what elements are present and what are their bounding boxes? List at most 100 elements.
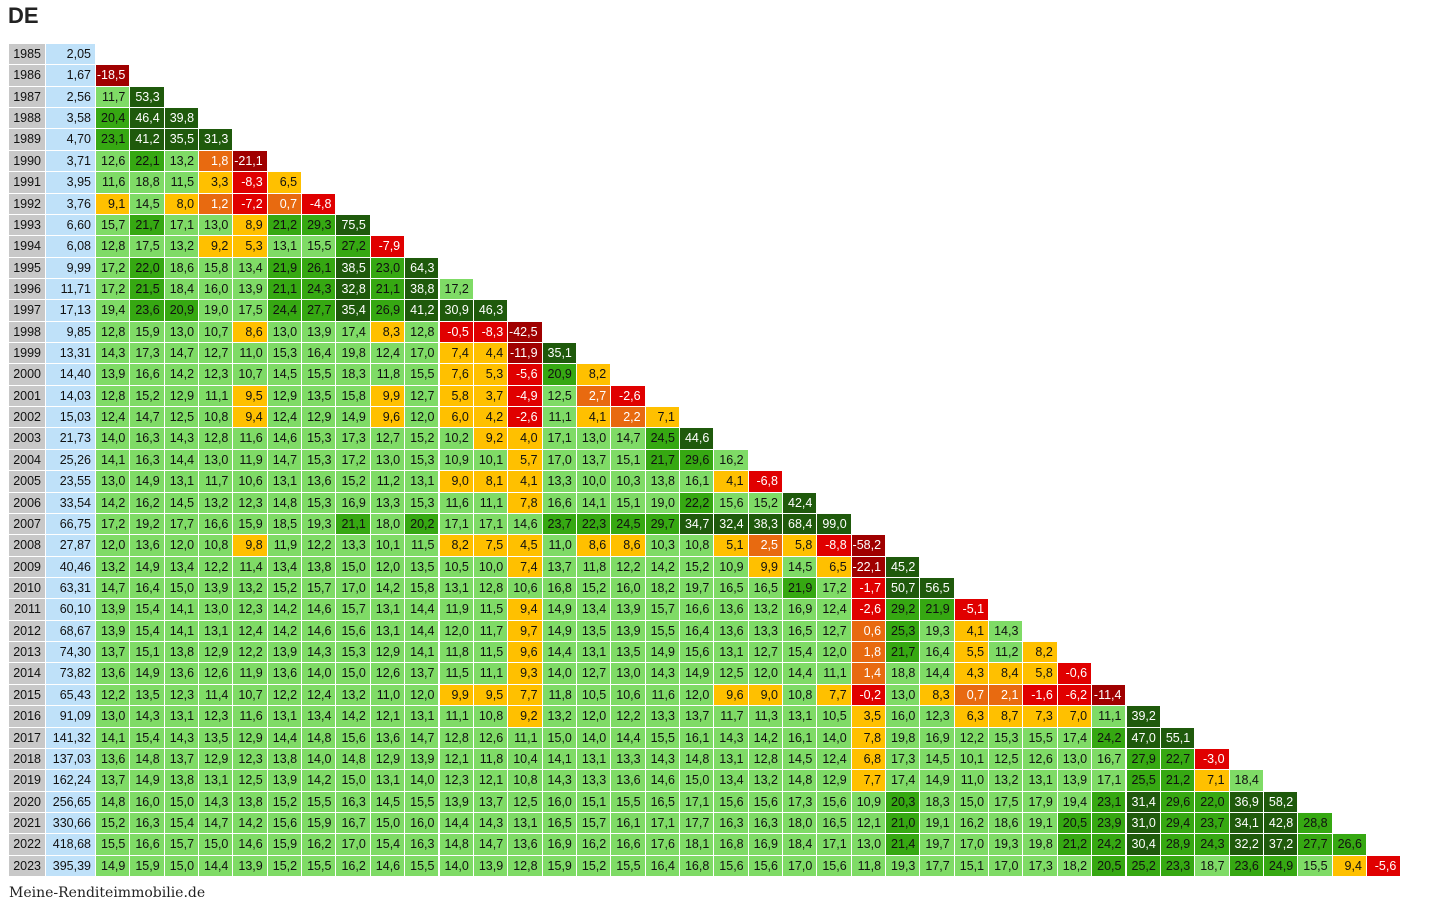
return-cell: 8,2 — [439, 535, 474, 557]
return-cell: 11,4 — [199, 684, 234, 707]
return-cell: 11,7 — [96, 86, 131, 109]
return-cell: 13,9 — [199, 578, 234, 600]
return-cell: 12,2 — [96, 684, 131, 707]
return-cell: -4,9 — [508, 385, 543, 408]
return-cell: 24,5 — [611, 513, 646, 536]
return-cell: 19,1 — [920, 812, 955, 835]
return-cell: 17,1 — [164, 214, 200, 237]
return-cell: 11,5 — [405, 535, 440, 557]
return-cell: 16,0 — [405, 812, 440, 835]
return-cell: 12,9 — [199, 642, 234, 664]
return-cell: 15,5 — [405, 855, 440, 878]
return-cell: 12,9 — [370, 748, 406, 771]
return-cell: 15,5 — [302, 855, 337, 878]
return-cell: 19,2 — [130, 513, 165, 536]
return-cell: 11,1 — [199, 385, 234, 408]
price-value: 3,76 — [46, 193, 96, 215]
year-label: 2006 — [9, 492, 46, 514]
return-cell: 12,7 — [370, 428, 406, 450]
return-cell: 12,2 — [611, 556, 646, 578]
return-cell: 10,8 — [783, 684, 818, 707]
return-cell: 15,3 — [336, 642, 371, 664]
return-cell: 14,5 — [783, 556, 818, 578]
price-value: 21,73 — [46, 428, 96, 450]
return-cell: 14,5 — [267, 364, 303, 386]
year-label: 2010 — [9, 578, 46, 600]
return-cell: 7,3 — [1023, 706, 1058, 728]
return-cell: 14,1 — [405, 642, 440, 664]
return-cell: 11,4 — [233, 556, 268, 578]
return-cell: 14,9 — [542, 599, 577, 621]
return-cell: 9,9 — [370, 385, 406, 408]
return-cell: 3,7 — [473, 385, 509, 408]
return-cell: 28,8 — [1298, 812, 1333, 835]
return-cell: 6,5 — [267, 172, 303, 194]
return-cell: 16,5 — [783, 620, 818, 643]
return-cell: 9,2 — [508, 706, 543, 728]
return-cell: 12,5 — [508, 791, 543, 813]
return-cell: 13,2 — [233, 578, 268, 600]
return-cell: 13,8 — [302, 556, 337, 578]
return-cell: 13,9 — [611, 599, 646, 621]
return-cell: 17,1 — [1092, 770, 1127, 792]
return-cell: 17,7 — [679, 812, 715, 835]
return-cell: 27,2 — [336, 236, 371, 258]
return-cell: 15,0 — [164, 855, 200, 878]
return-cell: 16,0 — [611, 578, 646, 600]
return-cell: 13,4 — [267, 556, 303, 578]
return-cell: 9,2 — [199, 236, 234, 258]
return-cell: 10,7 — [233, 684, 268, 707]
year-label: 2020 — [9, 791, 46, 813]
return-cell: 11,9 — [439, 599, 474, 621]
return-cell: 17,2 — [96, 513, 131, 536]
return-cell: 17,7 — [164, 513, 200, 536]
return-cell: 4,3 — [954, 663, 990, 685]
return-cell: 12,2 — [302, 535, 337, 557]
return-cell: 13,5 — [130, 684, 165, 707]
return-cell: 17,4 — [886, 770, 921, 792]
return-cell: 12,1 — [439, 748, 474, 771]
return-cell: 8,7 — [989, 706, 1024, 728]
return-cell: 17,3 — [886, 748, 921, 771]
return-cell: 15,3 — [405, 449, 440, 472]
return-cell: -0,6 — [1057, 663, 1093, 685]
return-cell: 10,3 — [611, 471, 646, 493]
return-cell: -22,1 — [851, 556, 887, 578]
return-cell: -5,1 — [954, 599, 990, 621]
return-cell: 19,8 — [886, 727, 921, 749]
return-cell: 13,1 — [576, 748, 612, 771]
return-cell: 15,5 — [1298, 855, 1333, 878]
return-cell: 12,9 — [302, 407, 337, 429]
return-cell: 14,1 — [96, 727, 131, 749]
return-cell: 13,2 — [748, 599, 783, 621]
return-cell: 14,3 — [989, 620, 1024, 643]
price-value: 395,39 — [46, 855, 96, 878]
price-value: 3,71 — [46, 150, 96, 173]
return-cell: 13,6 — [96, 748, 131, 771]
return-cell: 38,8 — [405, 278, 440, 301]
return-cell: 8,0 — [164, 193, 200, 215]
return-cell: 11,0 — [542, 535, 577, 557]
return-cell: 12,0 — [405, 684, 440, 707]
return-cell: 14,8 — [439, 834, 474, 856]
return-cell: 15,7 — [576, 812, 612, 835]
return-cell: 15,1 — [130, 642, 165, 664]
return-cell: 17,3 — [1023, 855, 1058, 878]
return-cell: -6,8 — [748, 471, 783, 493]
return-cell: 15,5 — [611, 855, 646, 878]
return-cell: 12,3 — [199, 364, 234, 386]
return-cell: 16,5 — [714, 578, 749, 600]
return-cell: 14,0 — [405, 770, 440, 792]
return-cell: 23,1 — [1092, 791, 1127, 813]
return-cell: -5,6 — [1366, 855, 1402, 878]
return-cell: 23,9 — [1092, 812, 1127, 835]
return-cell: 12,8 — [96, 236, 131, 258]
return-cell: 14,1 — [576, 492, 612, 514]
return-cell: 15,2 — [576, 578, 612, 600]
return-cell: 20,3 — [886, 791, 921, 813]
return-cell: 14,5 — [370, 791, 406, 813]
return-cell: 15,9 — [267, 834, 303, 856]
return-cell: -42,5 — [508, 321, 543, 344]
return-cell: 13,2 — [199, 492, 234, 514]
year-label: 2018 — [9, 748, 46, 771]
